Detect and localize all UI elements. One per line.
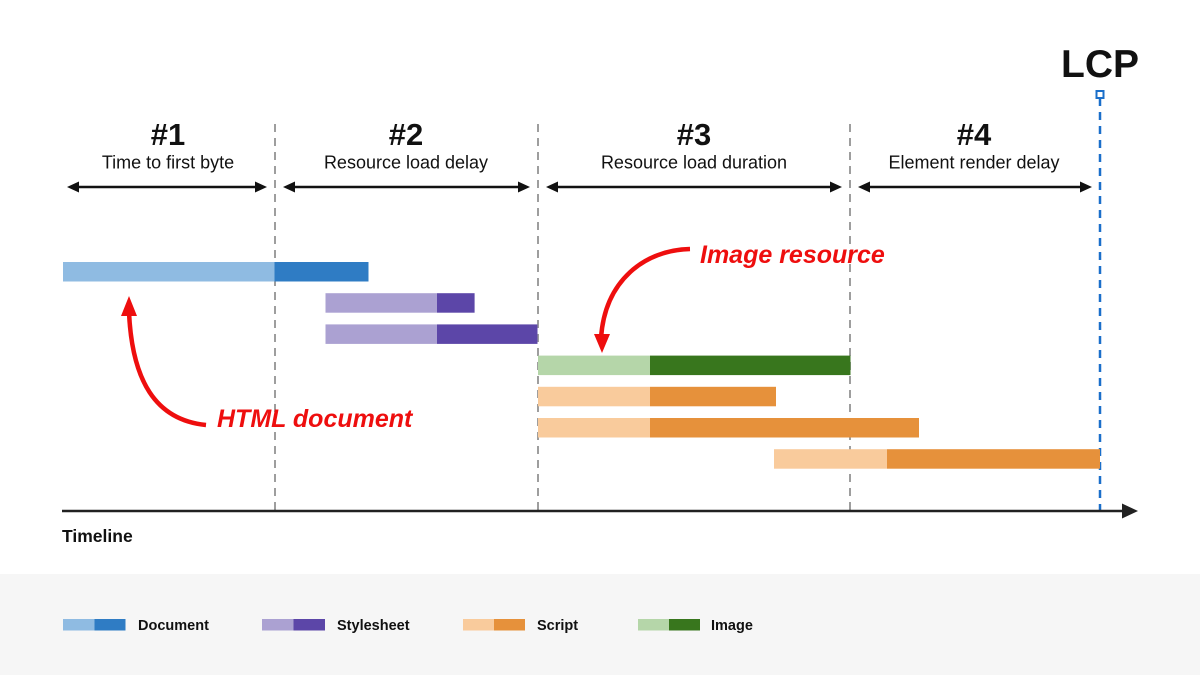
svg-text:Image: Image	[711, 618, 753, 634]
svg-text:#3: #3	[677, 117, 711, 152]
svg-text:Resource load duration: Resource load duration	[601, 153, 787, 173]
svg-text:Time to first byte: Time to first byte	[102, 153, 234, 173]
svg-text:HTML document: HTML document	[217, 405, 414, 433]
svg-text:Element render delay: Element render delay	[888, 153, 1059, 173]
svg-text:Document: Document	[138, 618, 209, 634]
svg-text:#2: #2	[389, 117, 423, 152]
svg-text:LCP: LCP	[1061, 43, 1139, 86]
svg-text:Image resource: Image resource	[700, 241, 885, 269]
svg-text:Stylesheet: Stylesheet	[337, 618, 410, 634]
svg-text:#4: #4	[957, 117, 992, 152]
svg-text:Timeline: Timeline	[62, 526, 133, 546]
svg-text:Script: Script	[537, 618, 578, 634]
svg-text:#1: #1	[151, 117, 185, 152]
svg-text:Resource load delay: Resource load delay	[324, 153, 488, 173]
